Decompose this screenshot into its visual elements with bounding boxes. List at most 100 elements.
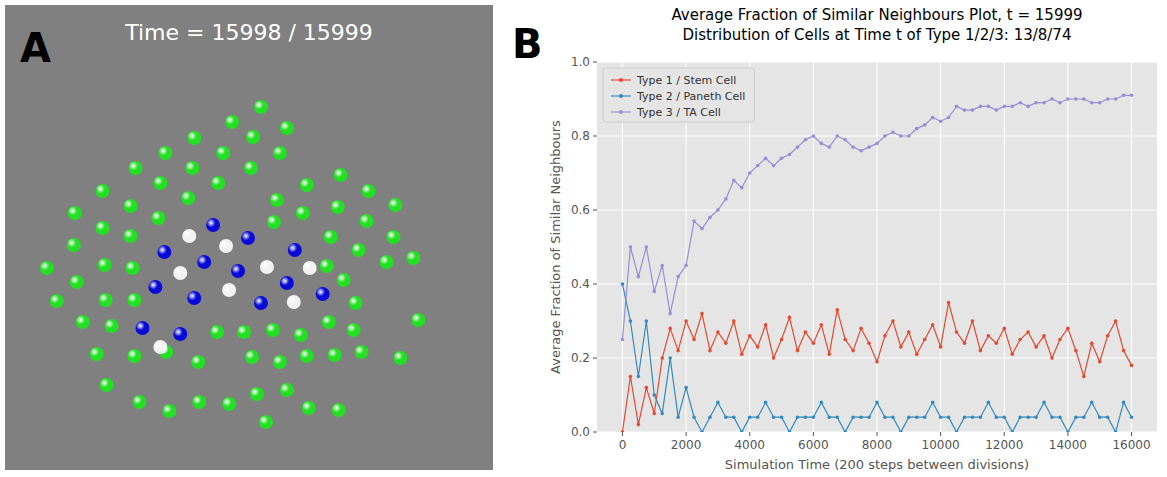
cell [328,348,342,362]
series-marker [963,415,967,419]
series-marker [899,134,903,138]
cell [151,211,165,225]
x-tick-label: 16000 [1112,438,1150,452]
series-marker [1066,97,1070,101]
series-marker [716,330,720,334]
series-marker [652,290,656,294]
grid-line [877,62,878,432]
series-marker [1106,334,1110,338]
cell [222,397,236,411]
series-marker [859,149,863,153]
series-marker [939,415,943,419]
series-marker [820,401,824,405]
series-marker [955,105,959,109]
series-marker [1058,338,1062,342]
cell [245,350,259,364]
cell [132,395,146,409]
tick-mark [1131,432,1132,436]
cell [352,243,366,257]
series-marker [955,430,959,432]
series-marker [867,415,871,419]
series-marker [867,341,871,345]
cell [322,315,336,329]
panel-letter: A [20,25,51,71]
series-marker [987,105,991,109]
series-marker [987,334,991,338]
series-marker [971,319,975,323]
series-marker [1034,345,1038,349]
legend-marker [619,94,623,98]
series-marker [1034,415,1038,419]
series-marker [963,341,967,345]
tick-mark [940,432,941,436]
cell [246,130,260,144]
series-marker [796,145,800,149]
y-tick-label: 0.6 [571,203,590,217]
series-marker [1066,327,1070,331]
cells [40,100,425,429]
series-marker [740,353,744,357]
cell [302,401,316,415]
series-marker [1074,415,1078,419]
cell [300,178,314,192]
series-marker [716,208,720,212]
x-tick-label: 8000 [862,438,893,452]
cell [241,231,255,245]
series-marker [1066,430,1070,432]
tick-mark [813,432,814,436]
series-marker [827,353,831,357]
series-marker [947,415,951,419]
series-marker [851,145,855,149]
series-marker [740,186,744,190]
series-marker [684,319,688,323]
cell [288,243,302,257]
series-marker [923,123,927,127]
cell [280,276,294,290]
cell [153,340,167,354]
cell [162,404,176,418]
cell [210,325,224,339]
cell [50,294,64,308]
series-marker [963,108,967,112]
series-marker [780,415,784,419]
series-marker [851,415,855,419]
series-marker [1098,360,1102,364]
series-marker [1082,97,1086,101]
series-marker [764,323,768,327]
series-marker [788,430,792,432]
series-marker [812,341,816,345]
series-marker [979,105,983,109]
x-tick-label: 0 [619,438,627,452]
series-marker [700,430,704,432]
cell [148,280,162,294]
grid-line [813,62,814,432]
series-marker [939,345,943,349]
series-marker [1058,415,1062,419]
series-marker [684,386,688,390]
cell [231,264,245,278]
cell [250,387,264,401]
series-marker [1050,356,1054,360]
series-marker [621,430,625,432]
legend-marker [619,110,623,114]
series-marker [1034,101,1038,105]
cell [185,161,199,175]
series-group [621,94,1134,433]
series-marker [1018,338,1022,342]
series-marker [668,312,672,316]
cell [411,313,425,327]
series-marker [1098,101,1102,105]
cell [254,100,268,114]
series-marker [788,153,792,157]
series-marker [947,116,951,120]
series-marker [1106,415,1110,419]
cell [244,161,258,175]
series-marker [883,334,887,338]
series-marker [676,349,680,353]
series-marker [1090,401,1094,405]
series-marker [859,327,863,331]
tick-mark [593,284,597,285]
series-marker [708,349,712,353]
series-marker [1122,401,1126,405]
series-marker [1114,430,1118,432]
